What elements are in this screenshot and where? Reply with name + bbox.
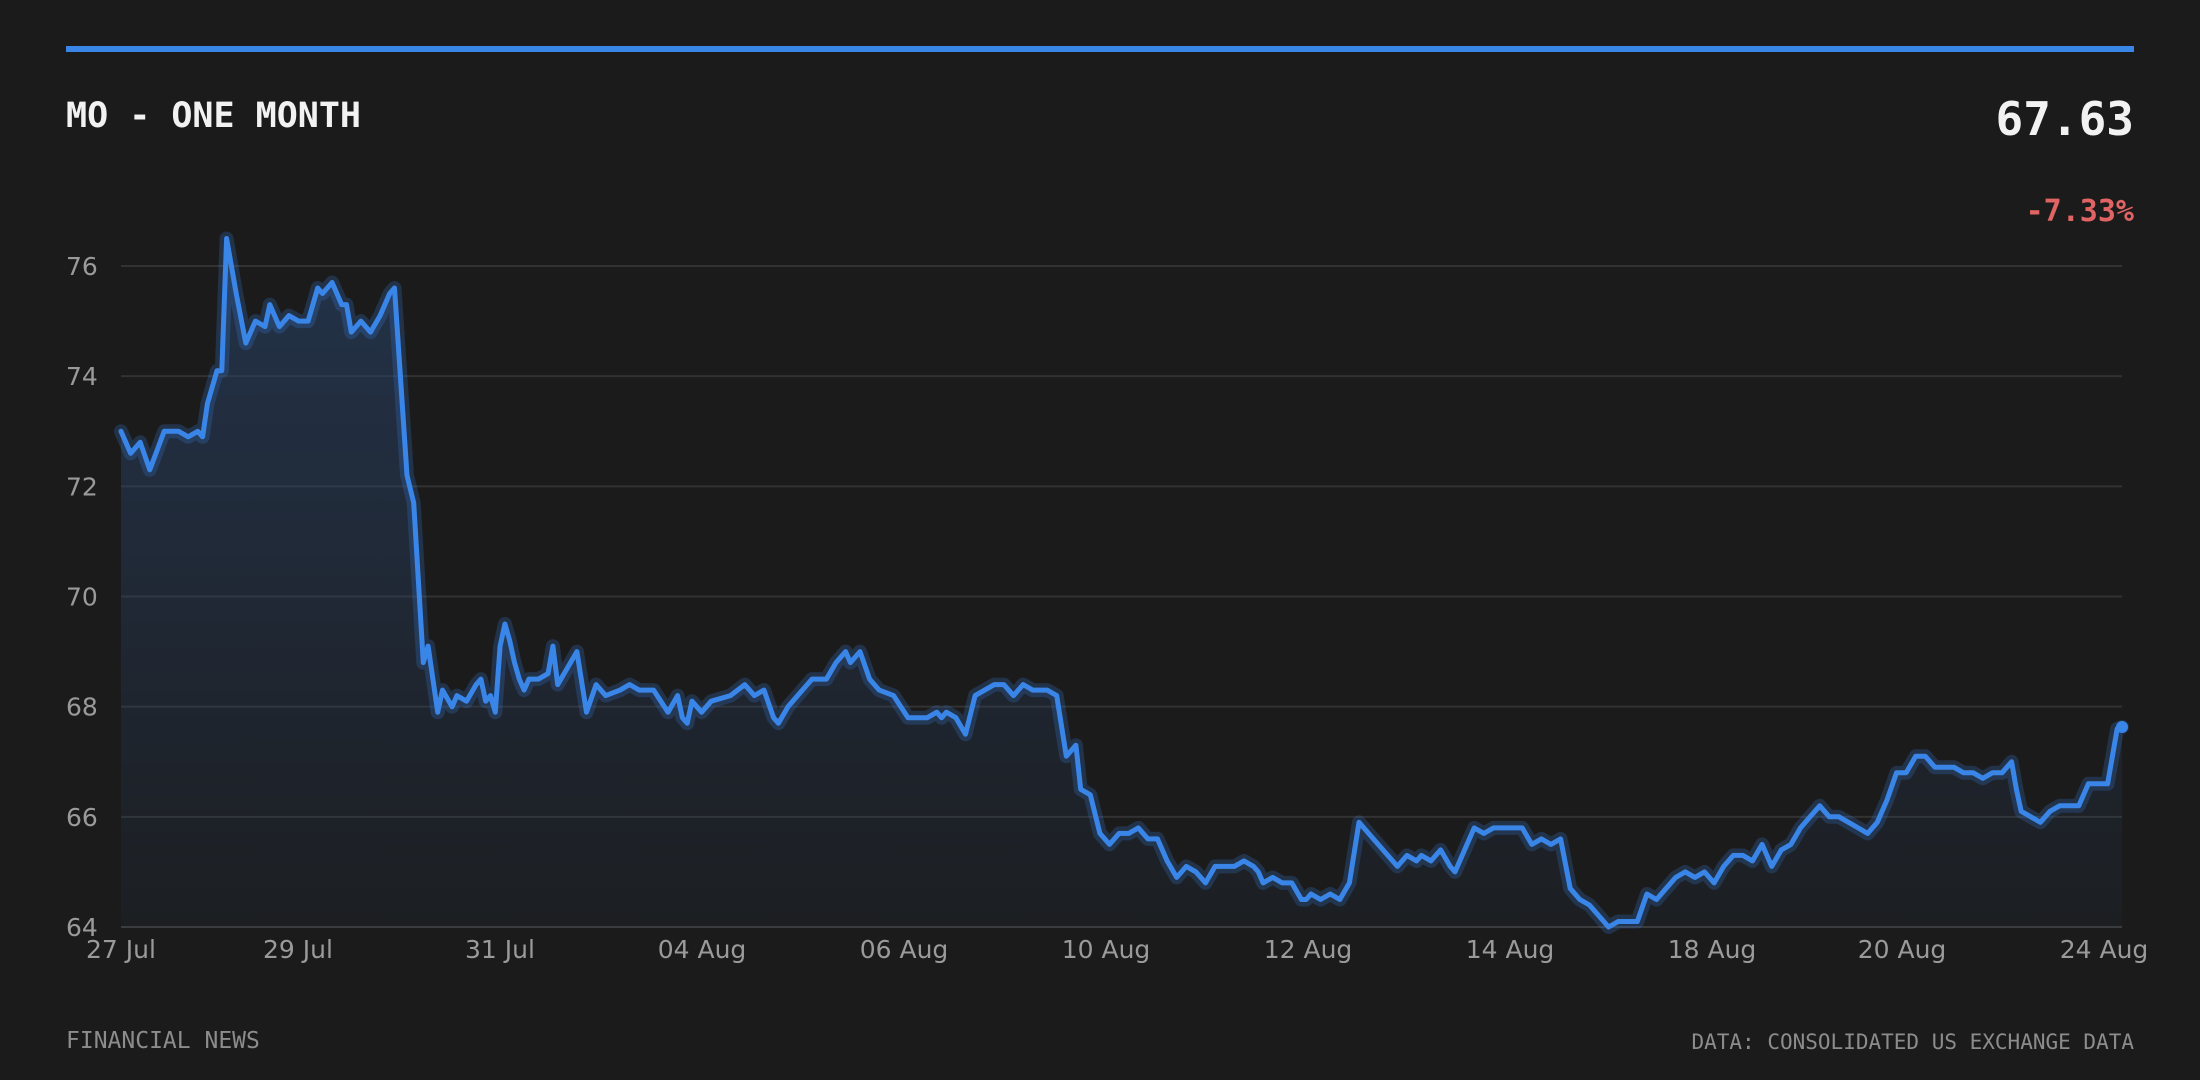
- x-tick-label: 06 Aug: [860, 935, 949, 964]
- x-tick-label: 29 Jul: [263, 935, 333, 964]
- x-tick-label: 14 Aug: [1466, 935, 1555, 964]
- y-tick-label: 64: [66, 913, 98, 942]
- y-tick-label: 66: [66, 803, 98, 832]
- x-tick-label: 24 Aug: [2060, 935, 2149, 964]
- last-price-marker: [2116, 721, 2128, 734]
- price-area-fill: [121, 238, 2122, 927]
- y-tick-label: 68: [66, 693, 98, 722]
- x-tick-label: 27 Jul: [86, 935, 156, 964]
- x-axis-labels: 27 Jul 29 Jul 31 Jul 04 Aug 06 Aug 10 Aug 12 A…: [86, 935, 2148, 964]
- footer-source-right: DATA: CONSOLIDATED US EXCHANGE DATA: [1691, 1030, 2134, 1054]
- y-tick-label: 72: [66, 472, 98, 501]
- y-tick-label: 76: [66, 252, 98, 281]
- y-tick-label: 74: [66, 362, 98, 391]
- x-tick-label: 18 Aug: [1668, 935, 1757, 964]
- chart-title: MO - ONE MONTH: [66, 96, 362, 136]
- footer-source-left: FINANCIAL NEWS: [66, 1028, 260, 1054]
- x-tick-label: 12 Aug: [1264, 935, 1353, 964]
- x-tick-label: 31 Jul: [465, 935, 535, 964]
- current-price: 67.63: [1995, 92, 2134, 146]
- x-tick-label: 04 Aug: [658, 935, 747, 964]
- y-tick-label: 70: [66, 583, 98, 612]
- price-change-percent: -7.33%: [2025, 194, 2134, 229]
- x-tick-label: 20 Aug: [1858, 935, 1947, 964]
- price-line: [118, 236, 2125, 930]
- x-tick-label: 10 Aug: [1062, 935, 1151, 964]
- y-axis-labels: 64 66 68 70 72 74 76: [66, 252, 98, 942]
- top-accent-rule: [66, 46, 2134, 52]
